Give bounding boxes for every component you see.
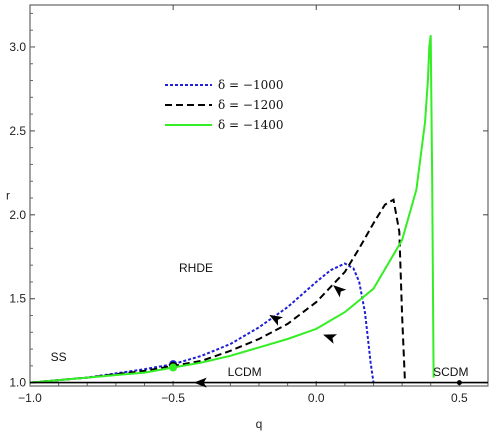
series-line-1 xyxy=(29,198,406,384)
point-2 xyxy=(169,363,178,372)
y-tick-label: 1.5 xyxy=(9,292,26,306)
arrow-head-0 xyxy=(269,314,284,326)
arrow-shape xyxy=(333,285,347,298)
x-tick-label: −1.0 xyxy=(18,391,42,405)
x-tick-label: 0.5 xyxy=(451,391,468,405)
plot-frame xyxy=(29,4,489,387)
annotation-1: SS xyxy=(51,350,67,364)
legend-label-0: δ = −1000 xyxy=(218,78,284,92)
x-tick-label: 0.0 xyxy=(308,391,325,405)
arrow-head-3 xyxy=(193,377,207,388)
x-axis-label: q xyxy=(256,417,263,431)
series-line-0 xyxy=(29,262,375,384)
arrow-head-2 xyxy=(323,334,338,344)
annotation-3: SCDM xyxy=(433,365,468,379)
annotation-0: RHDE xyxy=(179,261,213,275)
arrow-shape xyxy=(269,314,284,326)
chart-text: −1.0 −0.5 0.0 0.5 1.0 1.5 2.0 2.5 3.0 q r RHDE SS LCD… xyxy=(6,40,468,431)
y-tick-label: 1.0 xyxy=(9,376,26,390)
annotation-2: LCDM xyxy=(228,365,262,379)
y-tick-label: 2.0 xyxy=(9,208,26,222)
x-tick-label: −0.5 xyxy=(161,391,185,405)
point-3 xyxy=(456,380,462,386)
arrow-shape xyxy=(193,377,207,388)
y-tick-label: 3.0 xyxy=(9,40,26,54)
legend-label-1: δ = −1200 xyxy=(218,98,284,112)
y-axis-label: r xyxy=(6,189,10,203)
y-tick-label: 2.5 xyxy=(9,124,26,138)
arrow-shape xyxy=(323,334,338,344)
legend-label-2: δ = −1400 xyxy=(218,118,284,132)
arrow-head-1 xyxy=(333,285,347,298)
chart-marks xyxy=(169,285,462,388)
axes-frame xyxy=(29,4,489,387)
legend: δ = −1000 δ = −1200 δ = −1400 xyxy=(165,78,284,132)
